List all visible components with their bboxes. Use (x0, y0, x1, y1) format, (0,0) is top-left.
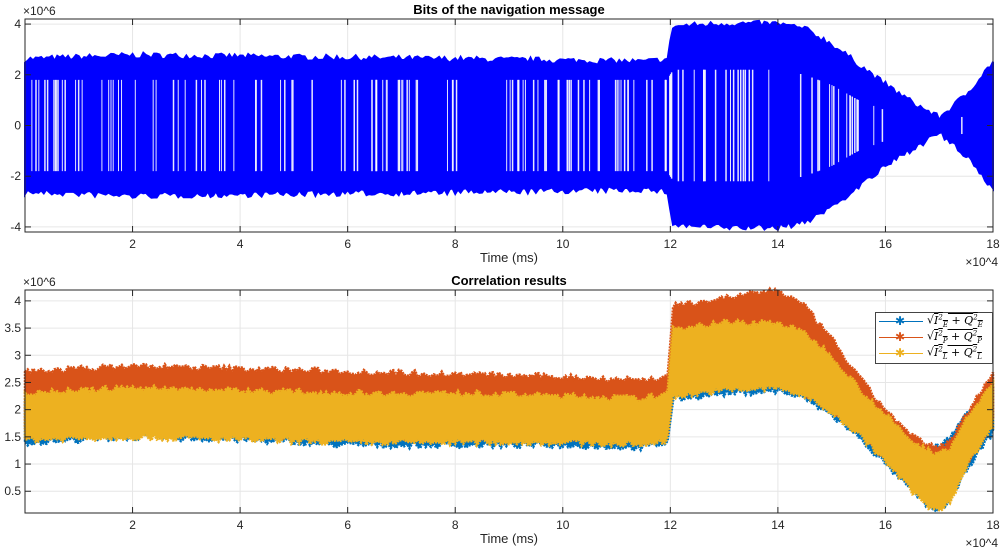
legend-sub: L (942, 352, 948, 361)
y-tick-label: 0.5 (4, 484, 21, 498)
legend: ✱ √I2E + Q2E ✱ √I2P + Q2P ✱ √I2L + Q2L (875, 312, 993, 364)
x-tick-label: 2 (129, 237, 136, 251)
x-tick-label: 4 (237, 518, 244, 532)
series-band-3 (23, 317, 995, 512)
y-tick-label: 2.5 (4, 375, 21, 389)
y-tick-label: 4 (14, 294, 21, 308)
axes-box (24, 289, 994, 514)
x-tick-label: 12 (664, 237, 678, 251)
x-exponent-label: ×10^4 (965, 255, 998, 269)
x-tick-label: 6 (344, 518, 351, 532)
star-marker-icon: ✱ (895, 313, 906, 328)
legend-line-swatch: ✱ (879, 314, 923, 328)
legend-label: √I2E + Q2E (927, 313, 983, 329)
y-tick-label: 2 (14, 403, 21, 417)
legend-sub: P (942, 336, 948, 345)
legend-line-swatch: ✱ (879, 346, 923, 360)
x-tick-label: 12 (664, 518, 678, 532)
x-axis-label: Time (ms) (480, 250, 538, 265)
plot-2 (23, 286, 995, 514)
star-marker-icon: ✱ (895, 345, 906, 360)
x-tick-label: 8 (452, 518, 459, 532)
x-axis-label: Time (ms) (480, 531, 538, 546)
axes-frame-2: 2 4 6 8 10 12 14 16 18 0.5 1 1.5 2 2.5 3 3.5 4 Correlatio… (4, 273, 1000, 550)
y-tick-label: 1 (14, 457, 21, 471)
legend-sub: E (977, 320, 983, 329)
y-tick-label: 0 (14, 119, 21, 133)
legend-sub: P (977, 336, 982, 345)
legend-base: I (934, 329, 939, 343)
legend-sub: L (977, 352, 982, 361)
legend-line-swatch: ✱ (879, 330, 923, 344)
chart-title: Correlation results (451, 273, 567, 288)
y-tick-label: -4 (10, 220, 21, 234)
y-tick-label: -2 (10, 169, 21, 183)
y-exponent-label: ×10^6 (23, 275, 56, 289)
legend-label: √I2L + Q2L (927, 345, 982, 361)
legend-sub: E (942, 320, 948, 329)
x-tick-label: 16 (879, 237, 893, 251)
legend-label: √I2P + Q2P (927, 329, 982, 345)
legend-entry: ✱ √I2E + Q2E (876, 313, 992, 329)
x-tick-label: 2 (129, 518, 136, 532)
x-tick-label: 4 (237, 237, 244, 251)
x-tick-label: 18 (986, 518, 1000, 532)
plot-1 (24, 19, 994, 232)
star-marker-icon: ✱ (895, 329, 906, 344)
x-tick-label: 10 (556, 518, 570, 532)
y-exponent-label: ×10^6 (23, 4, 56, 18)
x-tick-label: 14 (771, 237, 785, 251)
legend-base: I (934, 313, 939, 327)
legend-base: I (934, 345, 939, 359)
x-tick-label: 6 (344, 237, 351, 251)
x-tick-label: 16 (879, 518, 893, 532)
x-tick-label: 18 (986, 237, 1000, 251)
x-tick-label: 10 (556, 237, 570, 251)
x-tick-label: 8 (452, 237, 459, 251)
chart-title: Bits of the navigation message (413, 2, 604, 17)
y-tick-label: 4 (14, 17, 21, 31)
y-tick-label: 3 (14, 348, 21, 362)
axes-frame-1: 2 4 6 8 10 12 14 16 18 -4 -2 0 2 4 Bits of the navigat… (10, 2, 1000, 269)
x-exponent-label: ×10^4 (965, 536, 998, 550)
y-tick-label: 1.5 (4, 430, 21, 444)
y-tick-label: 2 (14, 68, 21, 82)
legend-entry: ✱ √I2P + Q2P (876, 329, 992, 345)
x-tick-label: 14 (771, 518, 785, 532)
y-tick-label: 3.5 (4, 321, 21, 335)
legend-entry: ✱ √I2L + Q2L (876, 345, 992, 361)
